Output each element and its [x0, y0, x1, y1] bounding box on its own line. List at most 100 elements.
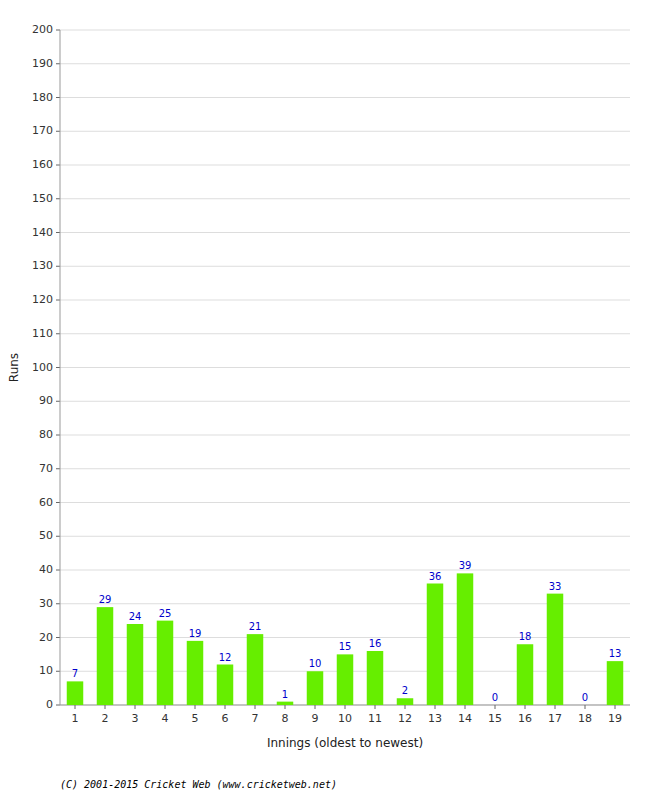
- data-label: 2: [402, 685, 408, 696]
- axes: 0102030405060708090100110120130140150160…: [32, 23, 630, 725]
- y-tick-label: 30: [39, 597, 53, 610]
- y-tick-label: 10: [39, 664, 53, 677]
- footer: (C) 2001-2015 Cricket Web (www.cricketwe…: [60, 779, 337, 790]
- y-tick: [56, 97, 60, 98]
- grid-line: [60, 131, 630, 132]
- y-tick: [56, 502, 60, 503]
- y-tick: [56, 63, 60, 64]
- x-tick: [495, 705, 496, 709]
- y-tick-label: 50: [39, 529, 53, 542]
- x-tick-label: 9: [312, 712, 319, 725]
- x-tick: [525, 705, 526, 709]
- y-tick: [56, 198, 60, 199]
- x-tick: [255, 705, 256, 709]
- grid-line: [60, 266, 630, 267]
- x-tick: [195, 705, 196, 709]
- x-tick-label: 19: [608, 712, 622, 725]
- x-tick: [375, 705, 376, 709]
- data-label: 29: [99, 594, 112, 605]
- y-tick: [56, 165, 60, 166]
- bar: [487, 705, 504, 706]
- grid-line: [60, 435, 630, 436]
- data-label: 7: [72, 668, 78, 679]
- grid-line: [60, 536, 630, 537]
- x-tick: [225, 705, 226, 709]
- y-tick-label: 130: [32, 259, 53, 272]
- y-tick: [56, 468, 60, 469]
- bar: [607, 661, 624, 705]
- grid-line: [60, 97, 630, 98]
- x-tick: [585, 705, 586, 709]
- y-tick-label: 140: [32, 226, 53, 239]
- bar: [577, 705, 594, 706]
- x-tick-label: 10: [338, 712, 352, 725]
- bar: [307, 671, 324, 705]
- y-axis-label: Runs: [7, 353, 21, 382]
- bar: [277, 702, 294, 705]
- y-tick-label: 80: [39, 428, 53, 441]
- data-label: 13: [609, 648, 622, 659]
- x-tick-label: 15: [488, 712, 502, 725]
- x-tick-label: 16: [518, 712, 532, 725]
- data-label: 19: [189, 628, 202, 639]
- grid-line: [60, 63, 630, 64]
- chart-container: 0102030405060708090100110120130140150160…: [0, 0, 650, 800]
- data-label: 12: [219, 652, 232, 663]
- y-tick-label: 90: [39, 394, 53, 407]
- x-tick: [405, 705, 406, 709]
- data-label: 33: [549, 581, 562, 592]
- data-label: 10: [309, 658, 322, 669]
- x-tick-label: 17: [548, 712, 562, 725]
- data-label: 0: [492, 692, 498, 703]
- y-tick-label: 150: [32, 192, 53, 205]
- grid-line: [60, 367, 630, 368]
- data-labels: 729242519122111015162363901833013: [72, 560, 622, 703]
- y-axis-line: [60, 30, 61, 705]
- grid: [60, 30, 630, 705]
- x-tick-label: 12: [398, 712, 412, 725]
- y-tick-label: 170: [32, 124, 53, 137]
- x-tick-label: 8: [282, 712, 289, 725]
- x-tick-label: 4: [162, 712, 169, 725]
- y-tick: [56, 671, 60, 672]
- x-tick-label: 3: [132, 712, 139, 725]
- x-tick: [465, 705, 466, 709]
- y-tick-label: 100: [32, 361, 53, 374]
- x-tick-label: 1: [72, 712, 79, 725]
- data-label: 0: [582, 692, 588, 703]
- grid-line: [60, 468, 630, 469]
- x-tick-label: 6: [222, 712, 229, 725]
- bar: [547, 594, 564, 705]
- x-tick-label: 11: [368, 712, 382, 725]
- y-tick-label: 70: [39, 462, 53, 475]
- grid-line: [60, 502, 630, 503]
- grid-line: [60, 637, 630, 638]
- x-tick-label: 7: [252, 712, 259, 725]
- bar: [187, 641, 204, 705]
- y-tick: [56, 131, 60, 132]
- data-label: 39: [459, 560, 472, 571]
- grid-line: [60, 603, 630, 604]
- data-label: 25: [159, 608, 172, 619]
- bar: [97, 607, 114, 705]
- bar: [457, 573, 474, 705]
- x-tick: [105, 705, 106, 709]
- y-tick: [56, 30, 60, 31]
- x-tick: [75, 705, 76, 709]
- grid-line: [60, 333, 630, 334]
- bar: [427, 584, 444, 706]
- y-tick: [56, 536, 60, 537]
- data-label: 18: [519, 631, 532, 642]
- bar: [517, 644, 534, 705]
- bar: [217, 665, 234, 706]
- y-tick: [56, 266, 60, 267]
- y-tick: [56, 705, 60, 706]
- y-tick: [56, 333, 60, 334]
- y-tick: [56, 570, 60, 571]
- y-tick: [56, 367, 60, 368]
- grid-line: [60, 232, 630, 233]
- y-tick: [56, 300, 60, 301]
- bar: [127, 624, 144, 705]
- y-tick-label: 0: [46, 698, 53, 711]
- y-tick-label: 190: [32, 57, 53, 70]
